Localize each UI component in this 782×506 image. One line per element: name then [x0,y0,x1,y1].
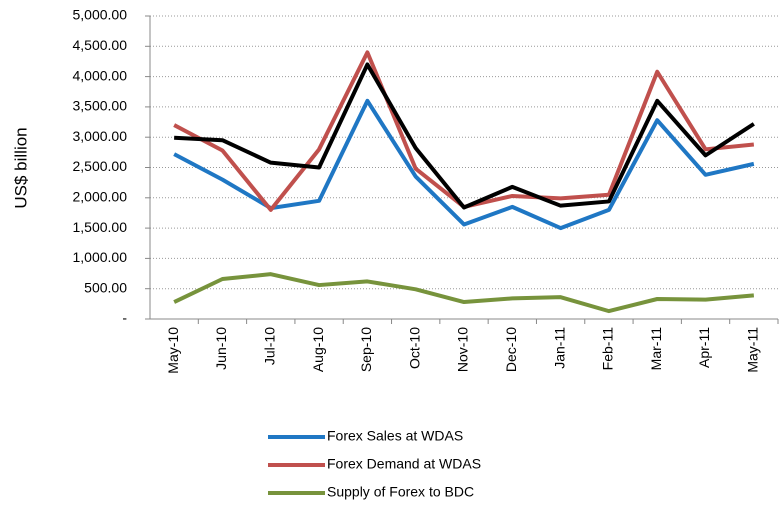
series-line [173,272,755,314]
x-tick-label: Aug-10 [310,327,326,372]
x-tick-label: Nov-10 [455,327,471,372]
x-tick-label: Dec-10 [503,327,519,372]
x-tick-label: Feb-11 [600,327,616,371]
y-tick-label: 2,000.00 [73,189,128,205]
y-tick-label: - [122,310,127,326]
x-tick-label: Jan-11 [551,327,567,369]
series-line [174,62,755,210]
y-tick-label: 3,000.00 [73,128,128,144]
y-tick-label: 3,500.00 [73,98,128,114]
y-tick-label: 1,500.00 [73,219,128,235]
y-tick-label: 5,000.00 [73,7,128,23]
x-tick-label: Jul-10 [261,327,277,365]
x-tick-label: May-11 [745,327,761,373]
x-tick-label: May-10 [165,327,181,374]
legend-label: Supply of Forex to BDC [327,484,474,500]
x-tick-label: Apr-11 [696,327,712,368]
y-axis-title: US$ billion [11,127,30,208]
x-tick-label: Mar-11 [648,327,664,371]
x-tick-label: Sep-10 [358,327,374,372]
x-tick-label: Jun-10 [213,327,229,370]
legend-label: Forex Demand at WDAS [327,456,481,472]
y-tick-label: 1,000.00 [73,249,128,265]
y-tick-label: 2,500.00 [73,158,128,174]
y-tick-label: 4,500.00 [73,37,128,53]
x-tick-label: Oct-10 [406,327,422,369]
y-tick-label: 4,000.00 [73,67,128,83]
legend-label: Forex Sales at WDAS [327,428,463,444]
y-tick-label: 500.00 [84,279,127,295]
